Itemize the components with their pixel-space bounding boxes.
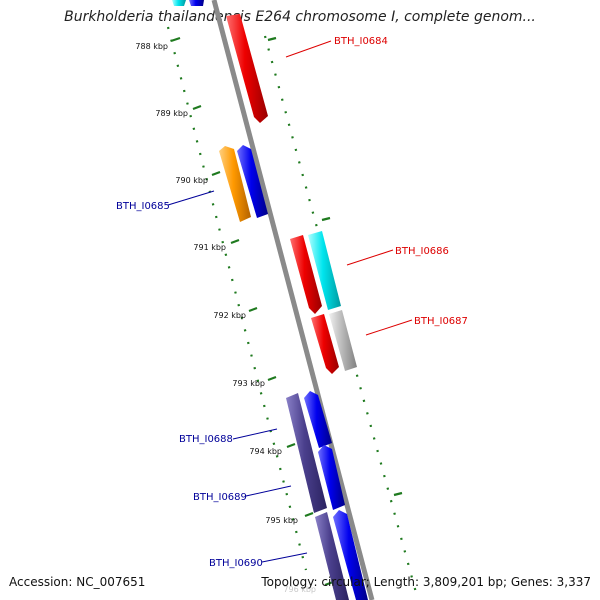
tick-label: 796 kbp <box>283 585 316 594</box>
gene-BTH_I0686-red[interactable] <box>290 235 322 314</box>
map-title: Burkholderia thailandensis E264 chromoso… <box>64 9 536 25</box>
gene-BTH_I0690-purple[interactable] <box>315 512 349 600</box>
gene-BTH_I0690-blue[interactable] <box>333 510 368 600</box>
label-leaders <box>167 40 413 563</box>
gene-BTH_I0688-purple[interactable] <box>286 393 327 513</box>
tick-label: 789 kbp <box>155 109 188 118</box>
gene-label-BTH_I0690[interactable]: BTH_I0690 <box>209 558 263 569</box>
tick-label: 795 kbp <box>265 516 298 525</box>
gene-BTH_I0687-red[interactable] <box>311 314 339 374</box>
tick-label: 794 kbp <box>249 447 282 456</box>
tick-label: 790 kbp <box>175 176 208 185</box>
gene-BTH_I0687-gray[interactable] <box>329 310 357 371</box>
gene-label-BTH_I0687[interactable]: BTH_I0687 <box>414 316 468 327</box>
gene-label-BTH_I0684[interactable]: BTH_I0684 <box>334 36 388 47</box>
genome-summary-text: Topology: circular; Length: 3,809,201 bp… <box>261 575 591 589</box>
gene-blue-reverse[interactable] <box>237 145 268 218</box>
gene-BTH_I0688-blue[interactable] <box>304 391 332 448</box>
scale-track-left <box>166 26 308 571</box>
gene-BTH_I0685-orange[interactable] <box>219 146 251 222</box>
scale-ticks <box>170 36 403 587</box>
tick-label: 791 kbp <box>193 243 226 252</box>
gene-BTH_I0686-cyan[interactable] <box>308 231 341 310</box>
gene-BTH_I0689-blue[interactable] <box>318 445 345 510</box>
gene-blue-reverse-top[interactable] <box>189 0 204 6</box>
accession-text: Accession: NC_007651 <box>9 575 146 589</box>
tick-label: 788 kbp <box>135 42 168 51</box>
gene-cyan-reverse[interactable] <box>172 0 186 6</box>
gene-label-BTH_I0689[interactable]: BTH_I0689 <box>193 492 247 503</box>
gene-BTH_I0684-red[interactable] <box>226 14 268 123</box>
gene-label-BTH_I0685[interactable]: BTH_I0685 <box>116 201 170 212</box>
tick-label: 792 kbp <box>213 311 246 320</box>
tick-label: 793 kbp <box>232 379 265 388</box>
gene-label-BTH_I0688[interactable]: BTH_I0688 <box>179 434 233 445</box>
genome-backbone <box>211 0 375 600</box>
gene-label-BTH_I0686[interactable]: BTH_I0686 <box>395 246 449 257</box>
